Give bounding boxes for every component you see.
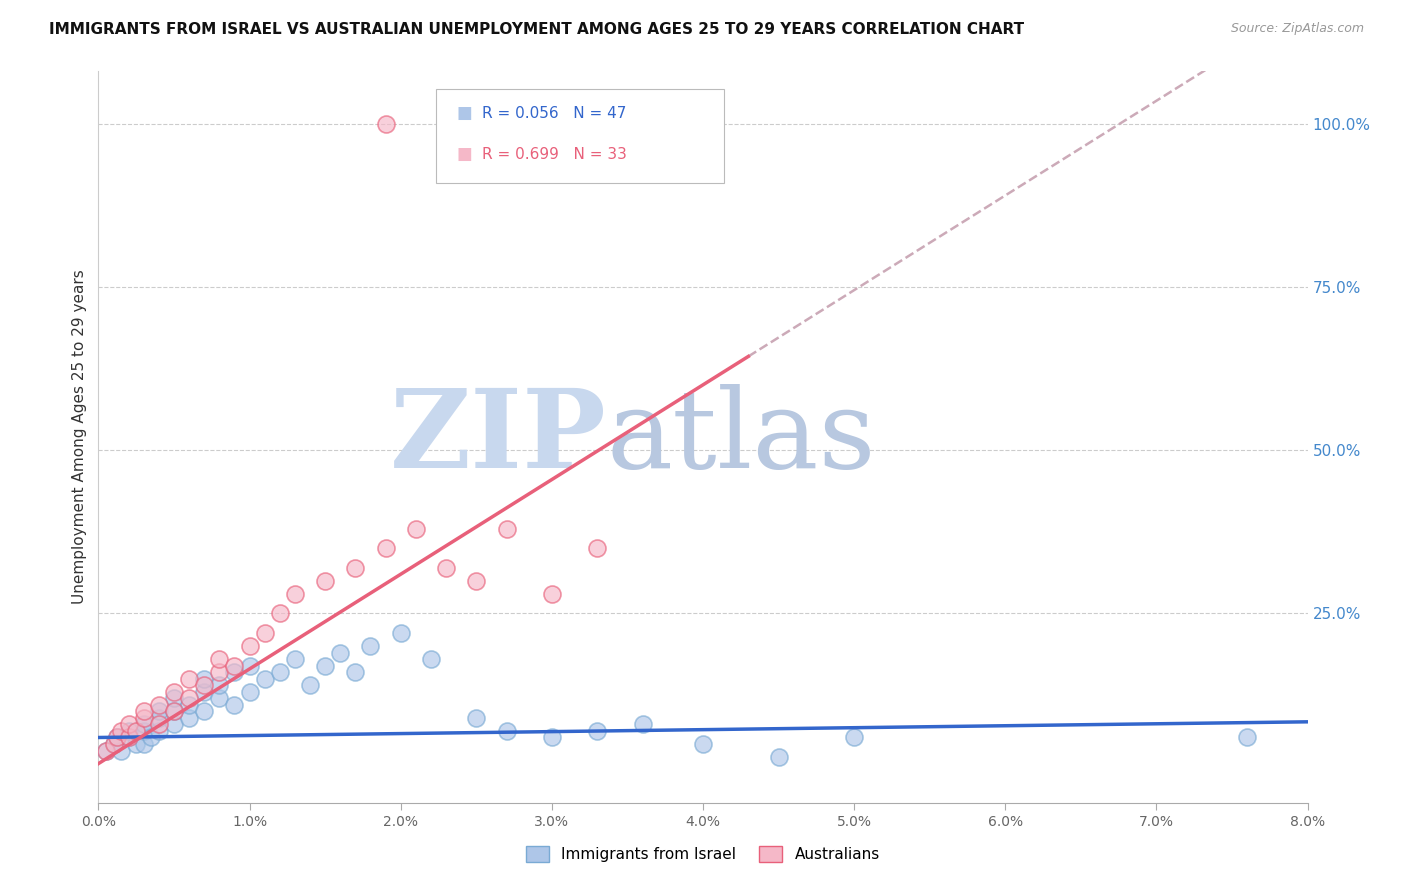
Point <box>1236 731 1258 745</box>
Point <box>540 587 562 601</box>
Point <box>125 737 148 751</box>
Point <box>224 658 246 673</box>
Point <box>253 626 276 640</box>
Point <box>314 574 336 588</box>
Point <box>118 731 141 745</box>
Point <box>692 737 714 751</box>
Point <box>179 672 201 686</box>
Text: ■: ■ <box>457 104 472 122</box>
Point <box>118 717 141 731</box>
Point <box>344 665 367 680</box>
Point <box>269 665 291 680</box>
Point <box>540 731 562 745</box>
Text: R = 0.699   N = 33: R = 0.699 N = 33 <box>482 147 627 161</box>
Point <box>141 731 163 745</box>
Point <box>103 737 125 751</box>
Point <box>193 705 215 719</box>
Text: ■: ■ <box>457 145 472 163</box>
Point <box>179 698 201 712</box>
Point <box>163 685 186 699</box>
Y-axis label: Unemployment Among Ages 25 to 29 years: Unemployment Among Ages 25 to 29 years <box>72 269 87 605</box>
Point <box>208 665 231 680</box>
Text: R = 0.056   N = 47: R = 0.056 N = 47 <box>482 106 627 120</box>
Point <box>314 658 336 673</box>
Point <box>193 685 215 699</box>
Point <box>125 723 148 738</box>
Point <box>132 723 155 738</box>
Point <box>148 705 170 719</box>
Point <box>586 723 609 738</box>
Point <box>374 541 396 555</box>
Point <box>118 723 141 738</box>
Point <box>586 541 609 555</box>
Point <box>208 652 231 666</box>
Point <box>110 723 132 738</box>
Point <box>94 743 117 757</box>
Point <box>405 521 427 535</box>
Point <box>768 750 790 764</box>
Point <box>148 723 170 738</box>
Point <box>103 737 125 751</box>
Point <box>163 705 186 719</box>
Text: Source: ZipAtlas.com: Source: ZipAtlas.com <box>1230 22 1364 36</box>
Point <box>148 711 170 725</box>
Point <box>374 117 396 131</box>
Point <box>284 587 307 601</box>
Legend: Immigrants from Israel, Australians: Immigrants from Israel, Australians <box>520 840 886 868</box>
Point <box>163 717 186 731</box>
Point <box>179 711 201 725</box>
Point <box>239 639 262 653</box>
Point <box>132 717 155 731</box>
Text: ZIP: ZIP <box>389 384 606 491</box>
Point <box>420 652 443 666</box>
Point <box>132 705 155 719</box>
Point <box>208 678 231 692</box>
Point <box>163 705 186 719</box>
Point <box>239 685 262 699</box>
Point <box>434 560 457 574</box>
Point <box>253 672 276 686</box>
Point <box>299 678 322 692</box>
Point <box>329 646 352 660</box>
Point <box>208 691 231 706</box>
Point <box>179 691 201 706</box>
Point <box>284 652 307 666</box>
Point <box>148 717 170 731</box>
Point <box>193 678 215 692</box>
Point <box>118 731 141 745</box>
Point <box>465 711 488 725</box>
Point <box>193 672 215 686</box>
Point <box>163 691 186 706</box>
Point <box>239 658 262 673</box>
Point <box>495 723 517 738</box>
Point <box>224 698 246 712</box>
Point <box>105 731 128 745</box>
Point <box>495 521 517 535</box>
Point <box>360 639 382 653</box>
Text: atlas: atlas <box>606 384 876 491</box>
Point <box>844 731 866 745</box>
Point <box>224 665 246 680</box>
Point <box>631 717 654 731</box>
Text: IMMIGRANTS FROM ISRAEL VS AUSTRALIAN UNEMPLOYMENT AMONG AGES 25 TO 29 YEARS CORR: IMMIGRANTS FROM ISRAEL VS AUSTRALIAN UNE… <box>49 22 1025 37</box>
Point <box>465 574 488 588</box>
Point <box>344 560 367 574</box>
Point <box>389 626 412 640</box>
Point <box>132 711 155 725</box>
Point <box>269 607 291 621</box>
Point <box>132 737 155 751</box>
Point <box>94 743 117 757</box>
Point <box>148 698 170 712</box>
Point <box>110 743 132 757</box>
Point <box>105 731 128 745</box>
